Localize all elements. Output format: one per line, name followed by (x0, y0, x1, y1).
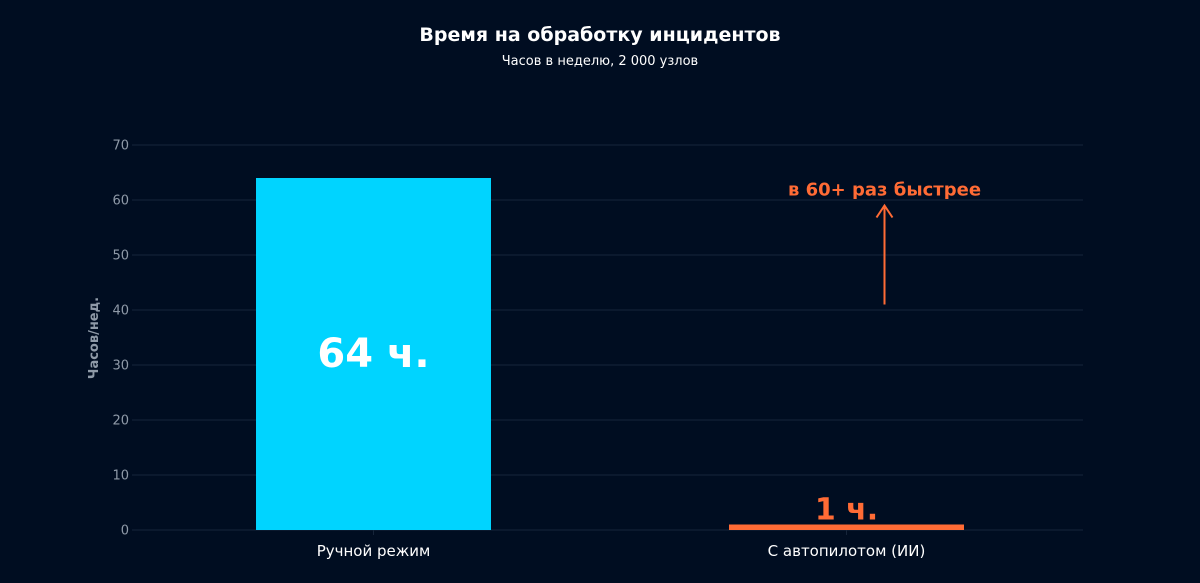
bar (256, 178, 491, 530)
y-tick-label: 60 (112, 194, 129, 209)
y-tick-label: 20 (112, 414, 129, 429)
y-tick-label: 10 (112, 469, 129, 484)
y-tick-label: 30 (112, 359, 129, 374)
x-category-label: Ручной режим (317, 542, 431, 560)
annotation-text: в 60+ раз быстрее (788, 180, 981, 201)
y-tick-label: 70 (112, 139, 129, 154)
bar (729, 524, 964, 530)
arrow-head-icon (875, 203, 894, 219)
y-axis-label: Часов/нед. (87, 297, 102, 379)
x-axis-labels: Ручной режим С автопилотом (ИИ) (317, 530, 926, 560)
chart-title: Время на обработку инцидентов (419, 24, 781, 46)
y-tick-label: 40 (112, 304, 129, 319)
x-category-label: С автопилотом (ИИ) (768, 542, 926, 560)
bars: 64 ч. 1 ч. (256, 178, 964, 530)
bar-value-label: 64 ч. (317, 331, 429, 377)
y-tick-label: 50 (112, 249, 129, 264)
y-axis-ticks: 0 10 20 30 40 50 60 70 (112, 139, 137, 539)
y-tick-label: 0 (121, 524, 129, 539)
chart-subtitle: Часов в неделю, 2 000 узлов (501, 54, 699, 69)
bar-value-label: 1 ч. (815, 493, 878, 528)
annotation: в 60+ раз быстрее (788, 180, 981, 305)
